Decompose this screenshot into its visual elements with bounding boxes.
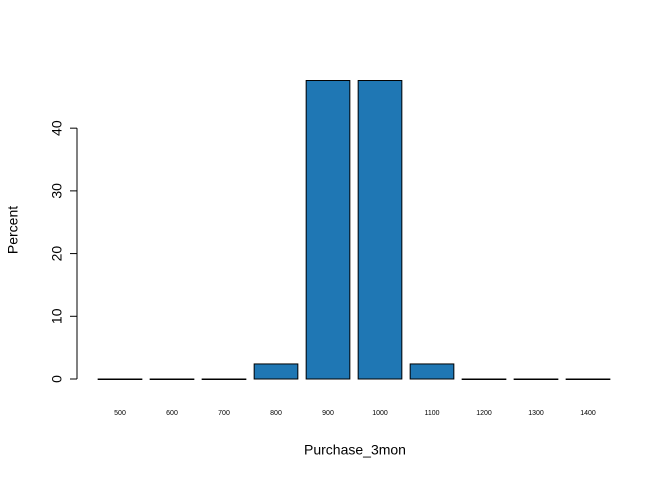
x-axis-label: Purchase_3mon	[304, 442, 406, 458]
x-tick-label: 1300	[528, 410, 544, 417]
y-tick-label: 40	[49, 120, 65, 136]
bar	[201, 378, 247, 380]
x-tick-label: 600	[166, 410, 178, 417]
bar	[357, 80, 403, 380]
x-tick-label: 500	[114, 410, 126, 417]
x-tick-label: 800	[270, 410, 282, 417]
bar	[565, 378, 611, 380]
y-tick-label: 20	[49, 246, 65, 262]
x-tick-label: 1000	[372, 410, 388, 417]
bar	[305, 80, 351, 380]
x-tick-label: 1400	[580, 410, 596, 417]
y-tick-label: 10	[49, 308, 65, 324]
bar	[149, 378, 195, 380]
y-axis-label: Percent	[5, 206, 21, 254]
bar	[409, 363, 455, 380]
y-tick-label: 30	[49, 183, 65, 199]
bar	[253, 363, 299, 380]
x-tick-label: 1200	[476, 410, 492, 417]
bar	[513, 378, 559, 380]
bar	[97, 378, 143, 380]
x-tick-label: 700	[218, 410, 230, 417]
x-tick-label: 900	[322, 410, 334, 417]
x-tick-label: 1100	[424, 410, 439, 417]
y-tick-label: 0	[49, 375, 65, 383]
bar	[461, 378, 507, 380]
